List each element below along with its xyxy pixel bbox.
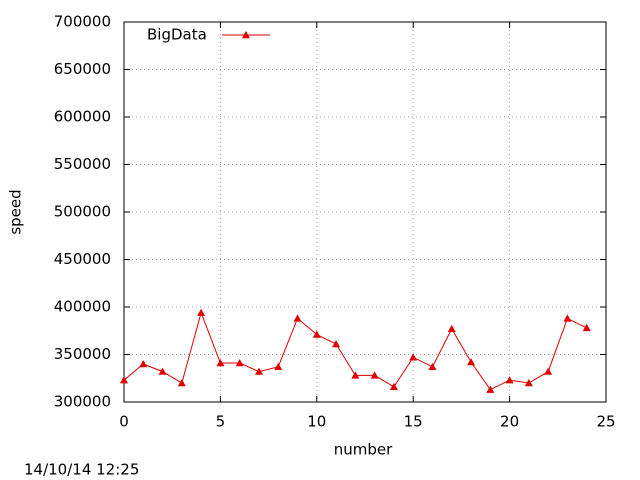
y-axis-label: speed (7, 189, 25, 234)
y-tick-label: 400000 (54, 298, 111, 316)
data-point (312, 330, 321, 338)
y-tick-label: 650000 (54, 60, 111, 78)
data-point (351, 371, 360, 379)
data-point (563, 314, 572, 322)
legend-marker (242, 31, 250, 39)
y-tick-label: 550000 (54, 155, 111, 173)
y-tick-label: 300000 (54, 393, 111, 411)
data-point (216, 359, 225, 367)
x-tick-label: 15 (404, 413, 423, 431)
data-point (332, 340, 341, 348)
y-tick-label: 700000 (54, 13, 111, 31)
data-point (177, 379, 186, 387)
legend-label: BigData (147, 26, 207, 44)
timestamp: 14/10/14 12:25 (24, 461, 139, 479)
data-point (120, 376, 128, 384)
x-tick-label: 0 (119, 413, 129, 431)
data-point (293, 314, 302, 322)
data-point (505, 376, 514, 384)
data-point (370, 371, 379, 379)
data-point (467, 358, 476, 366)
x-tick-label: 5 (216, 413, 226, 431)
data-point (158, 367, 167, 375)
data-point (582, 323, 591, 332)
data-point (486, 385, 495, 393)
data-point (409, 353, 418, 361)
data-point (447, 324, 456, 333)
x-tick-label: 10 (307, 413, 326, 431)
data-point (235, 359, 244, 367)
plot-border (123, 21, 607, 403)
y-tick-label: 600000 (54, 108, 111, 126)
data-point (389, 382, 398, 390)
y-tick-label: 450000 (54, 250, 111, 268)
x-tick-label: 25 (596, 413, 615, 431)
data-point (254, 367, 263, 375)
y-tick-label: 350000 (54, 345, 111, 363)
data-point (544, 367, 553, 375)
x-axis-label: number (334, 441, 393, 459)
data-point (274, 362, 283, 371)
y-tick-label: 500000 (54, 203, 111, 221)
data-point (139, 360, 148, 368)
data-point (428, 362, 437, 371)
data-point (197, 308, 206, 316)
data-point (524, 379, 533, 387)
x-tick-label: 20 (500, 413, 519, 431)
